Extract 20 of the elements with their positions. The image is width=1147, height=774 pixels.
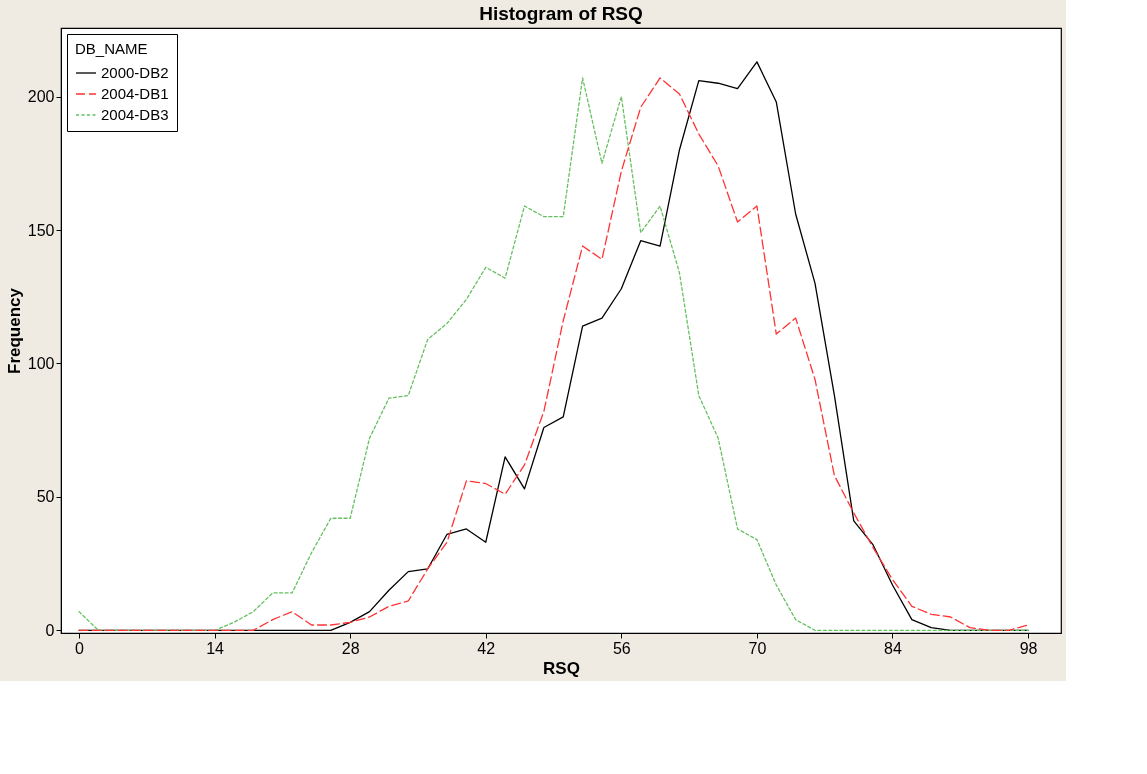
- chart-title: Histogram of RSQ: [479, 3, 643, 24]
- y-tick-label: 200: [27, 88, 55, 106]
- y-tick-label: 50: [36, 488, 55, 506]
- y-tick-label: 150: [27, 221, 55, 239]
- x-tick-label: 0: [75, 639, 85, 657]
- legend-title: DB_NAME: [75, 40, 148, 57]
- x-tick-label: 28: [341, 639, 360, 657]
- y-axis-title: Frequency: [4, 287, 24, 374]
- legend-label: 2004-DB1: [101, 85, 169, 102]
- x-tick-label: 70: [748, 639, 767, 657]
- x-axis-title: RSQ: [543, 658, 580, 678]
- y-tick-label: 100: [27, 354, 55, 372]
- x-tick-label: 84: [884, 639, 902, 657]
- x-tick-label: 98: [1019, 639, 1038, 657]
- x-tick-label: 42: [477, 639, 496, 657]
- x-tick-label: 56: [612, 639, 631, 657]
- legend-label: 2000-DB2: [101, 64, 169, 81]
- legend-label: 2004-DB3: [101, 106, 169, 123]
- x-tick-label: 14: [206, 639, 225, 657]
- y-tick-label: 0: [45, 621, 55, 639]
